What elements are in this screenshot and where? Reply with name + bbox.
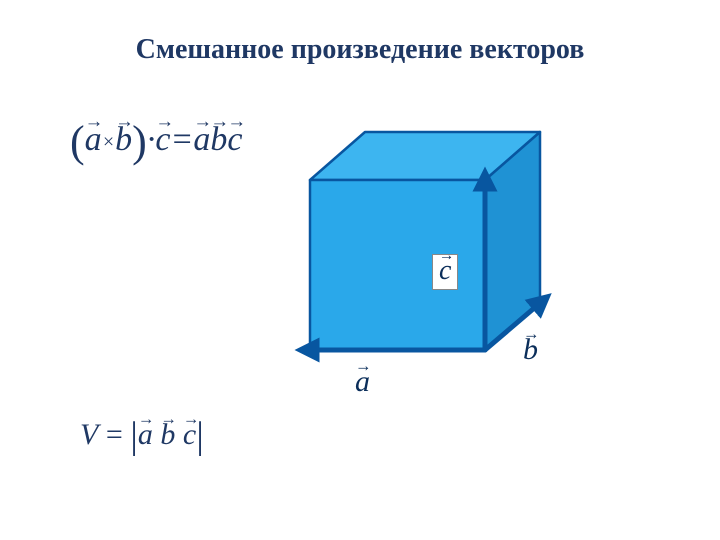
rhs-a: a (193, 123, 210, 157)
v-c: c (183, 418, 196, 452)
page-title: Смешанное произведение векторов (0, 34, 720, 66)
eq2: = (98, 418, 130, 451)
formula-triple-product: (a×b)·c=abc (70, 120, 242, 164)
rhs-b: b (210, 123, 227, 157)
vec-a: a (85, 123, 102, 157)
vec-c: c (155, 123, 170, 157)
cross-op: × (102, 131, 116, 153)
rhs-c: c (227, 123, 242, 157)
v-b: b (160, 418, 175, 452)
label-a: a (355, 365, 370, 399)
dot-op: · (147, 121, 156, 158)
lbar: | (130, 415, 138, 457)
label-b: b (523, 333, 538, 367)
formula-volume: V = |a b c| (80, 414, 204, 458)
label-c: c (432, 254, 458, 290)
V: V (80, 418, 98, 451)
vec-b: b (115, 123, 132, 157)
slide: Смешанное произведение векторов (a×b)·c=… (0, 0, 720, 540)
v-a: a (138, 418, 153, 452)
